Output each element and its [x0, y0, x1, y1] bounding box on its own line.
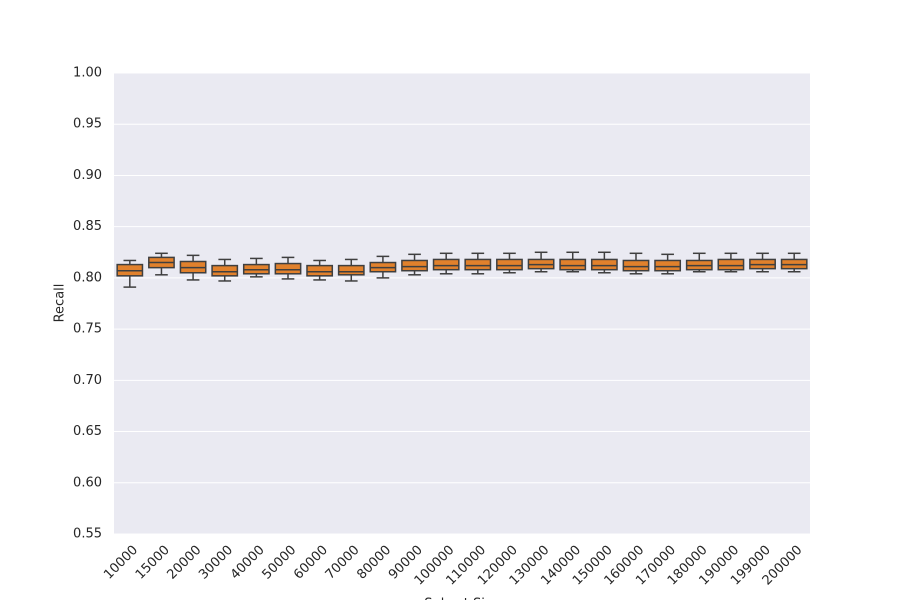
- x-tick-label: 50000: [259, 543, 299, 583]
- y-tick-label: 0.60: [73, 475, 102, 490]
- box: [432, 258, 460, 271]
- y-tick-label: 0.95: [73, 117, 102, 132]
- x-tick-label: 40000: [228, 543, 268, 583]
- y-tick-label: 1.00: [73, 66, 102, 81]
- box: [717, 258, 745, 271]
- box: [306, 264, 334, 277]
- x-tick-label: 60000: [291, 543, 331, 583]
- box: [211, 264, 239, 277]
- y-tick-label: 0.80: [73, 270, 102, 285]
- y-tick-label: 0.65: [73, 424, 102, 439]
- x-tick-label: 15000: [133, 543, 173, 583]
- box: [464, 258, 492, 271]
- x-tick-label: 20000: [165, 543, 205, 583]
- box: [274, 262, 302, 275]
- box: [401, 259, 428, 272]
- x-axis-label: Subset Size: [424, 597, 499, 600]
- x-tick-label: 80000: [354, 543, 394, 583]
- box: [559, 258, 587, 271]
- plot-area: [114, 73, 810, 534]
- y-axis-label: Recall: [53, 284, 68, 323]
- y-tick-label: 0.85: [73, 219, 102, 234]
- box: [496, 258, 523, 271]
- y-tick-label: 0.90: [73, 168, 102, 183]
- box: [622, 259, 650, 272]
- x-tick-label: 30000: [196, 543, 236, 583]
- box: [654, 259, 682, 272]
- box: [590, 258, 618, 271]
- box: [337, 264, 365, 276]
- y-tick-label: 0.75: [73, 322, 102, 337]
- x-tick-label: 10000: [101, 543, 141, 583]
- y-tick-label: 0.70: [73, 373, 102, 388]
- x-tick-label: 70000: [323, 543, 363, 583]
- y-tick-label: 0.55: [73, 527, 102, 542]
